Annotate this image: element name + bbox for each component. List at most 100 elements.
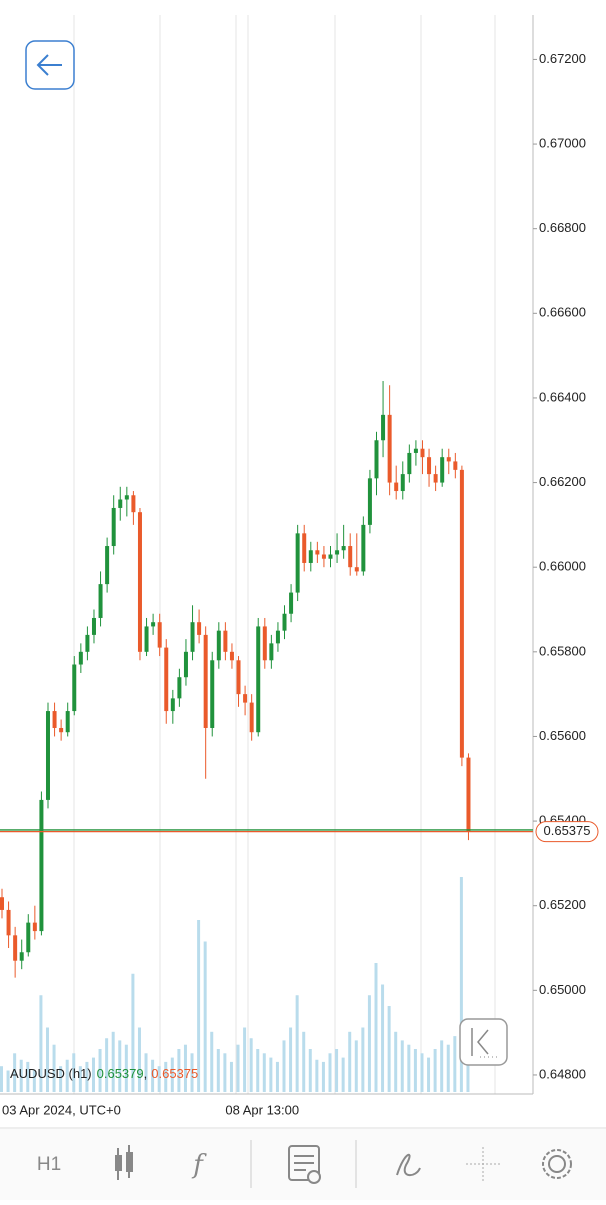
volume-bar (223, 1053, 227, 1092)
candle-body (111, 507, 116, 547)
volume-bar (78, 1066, 82, 1092)
candle-body (45, 711, 50, 800)
vertical-grid (73, 15, 496, 1094)
volume-bar (269, 1057, 273, 1092)
candle-body (157, 622, 162, 648)
volume-bar (190, 1053, 194, 1092)
volume-bar (210, 1031, 214, 1092)
volume-layer (0, 877, 470, 1092)
candle-body (131, 495, 136, 513)
candle-body (308, 550, 313, 563)
volume-bar (45, 1027, 49, 1092)
axis-layer: 0.648000.650000.652000.654000.656000.658… (0, 51, 599, 1117)
candle-body (387, 414, 392, 483)
volume-bar (229, 1061, 233, 1092)
candle-body (144, 626, 149, 652)
candle-body (446, 457, 451, 462)
volume-bar (361, 1027, 365, 1092)
candle-body (243, 694, 248, 703)
volume-bar (39, 995, 43, 1092)
x-tick-label: 03 Apr 2024, UTC+0 (2, 1102, 121, 1117)
volume-bar (407, 1044, 411, 1092)
volume-bar (302, 1031, 306, 1092)
volume-bar (13, 1053, 17, 1092)
candle-body (407, 452, 412, 475)
volume-bar (65, 1059, 69, 1092)
volume-bar (52, 1044, 56, 1092)
candle-body (433, 474, 438, 483)
candle-body (151, 622, 156, 627)
legend-symbol: AUDUSD (h1) (10, 1066, 92, 1081)
volume-bar (236, 1044, 240, 1092)
volume-bar (282, 1040, 286, 1092)
settings-button[interactable] (542, 1149, 572, 1179)
volume-bar (59, 1066, 63, 1092)
candle-body (137, 512, 142, 652)
candle-body (72, 664, 77, 712)
candle-body (170, 698, 175, 712)
candle-body (367, 478, 372, 525)
volume-bar (459, 877, 463, 1092)
volume-bar (289, 1027, 293, 1092)
volume-bar (144, 1053, 148, 1092)
drawing-button[interactable] (396, 1153, 421, 1177)
candle-body (341, 546, 346, 551)
volume-bar (170, 1057, 174, 1092)
legend-bid: 0.65379 (97, 1066, 144, 1081)
back-button[interactable] (25, 40, 75, 90)
candle-body (394, 482, 399, 492)
volume-bar (137, 1027, 141, 1092)
volume-bar (197, 920, 201, 1092)
candle-body (164, 647, 169, 712)
candle-body (229, 651, 234, 661)
candle-body (59, 727, 64, 733)
volume-bar (177, 1049, 181, 1092)
y-tick-label: 0.65200 (539, 897, 586, 912)
volume-bar (374, 963, 378, 1092)
candle-body (236, 660, 241, 695)
candle-body (32, 922, 37, 932)
volume-bar (164, 1061, 168, 1092)
order-button[interactable] (288, 1145, 321, 1184)
chart-type-button[interactable] (115, 1145, 133, 1180)
volume-bar (341, 1057, 345, 1092)
candle-body (374, 440, 379, 479)
volume-bar (321, 1061, 325, 1092)
candle-body (302, 533, 307, 563)
scroll-to-end-button[interactable] (459, 1018, 508, 1066)
timeframe-button[interactable]: H1 (37, 1154, 61, 1175)
volume-bar (203, 941, 207, 1092)
volume-bar (315, 1059, 319, 1092)
candle-body (124, 495, 129, 500)
candle-body (26, 922, 31, 953)
volume-bar (111, 1031, 115, 1092)
toolbar (0, 1129, 606, 1200)
candle-body (400, 474, 405, 492)
candle-body (282, 613, 287, 631)
volume-bar (151, 1059, 155, 1092)
candle-body (413, 448, 418, 453)
candle-body (105, 546, 110, 585)
volume-bar (387, 1006, 391, 1092)
volume-bar (0, 1066, 3, 1092)
y-tick-label: 0.66000 (539, 559, 586, 574)
volume-bar (420, 1053, 424, 1092)
y-tick-label: 0.64800 (539, 1066, 586, 1081)
candle-body (275, 630, 280, 644)
volume-bar (72, 1053, 76, 1092)
volume-bar (427, 1057, 431, 1092)
volume-bar (394, 1031, 398, 1092)
candle-body (91, 617, 96, 635)
volume-bar (354, 1040, 358, 1092)
volume-bar (275, 1061, 279, 1092)
volume-bar (19, 1059, 23, 1092)
volume-bar (262, 1053, 266, 1092)
crosshair-button[interactable] (466, 1147, 500, 1181)
last-price-label: 0.65375 (544, 823, 591, 838)
legend: AUDUSD (h1) 0.65379, 0.65375 (10, 1066, 198, 1081)
y-tick-label: 0.66200 (539, 474, 586, 489)
y-tick-label: 0.66400 (539, 389, 586, 404)
volume-bar (295, 995, 299, 1092)
volume-bar (446, 1044, 450, 1092)
